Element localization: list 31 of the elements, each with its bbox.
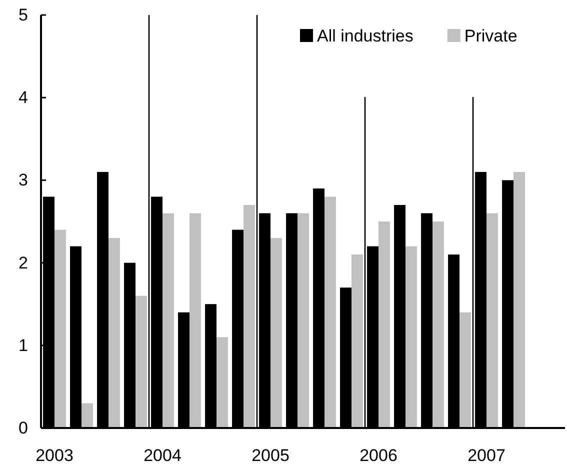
bar [298,213,309,428]
x-tick-label: 2005 [252,446,290,465]
x-tick-label: 2007 [468,446,506,465]
bar [324,196,336,428]
legend-label: Private [464,26,518,46]
y-tick-label: 2 [18,253,28,272]
y-tick-label: 1 [18,336,28,355]
bar [162,213,174,428]
bar [514,172,525,428]
bar [460,312,471,428]
bar [136,296,147,428]
bar [406,246,417,428]
x-tick-label: 2006 [360,446,398,465]
legend-label: All industries [317,26,414,46]
bar [378,222,390,428]
bar [82,403,93,428]
bar [190,213,201,428]
y-tick-label: 5 [18,6,28,24]
bar [244,204,255,428]
y-tick-label: 3 [18,170,28,190]
bar [216,337,228,428]
y-tick-label: 4 [18,88,28,108]
bar [270,238,282,428]
y-tick-label: 0 [18,418,28,438]
bar [352,254,363,428]
bar [486,213,498,428]
bar [432,222,444,428]
x-tick-label: 2004 [144,446,182,465]
bar [54,230,66,428]
x-tick-label: 2003 [36,446,74,465]
bar [108,238,120,428]
